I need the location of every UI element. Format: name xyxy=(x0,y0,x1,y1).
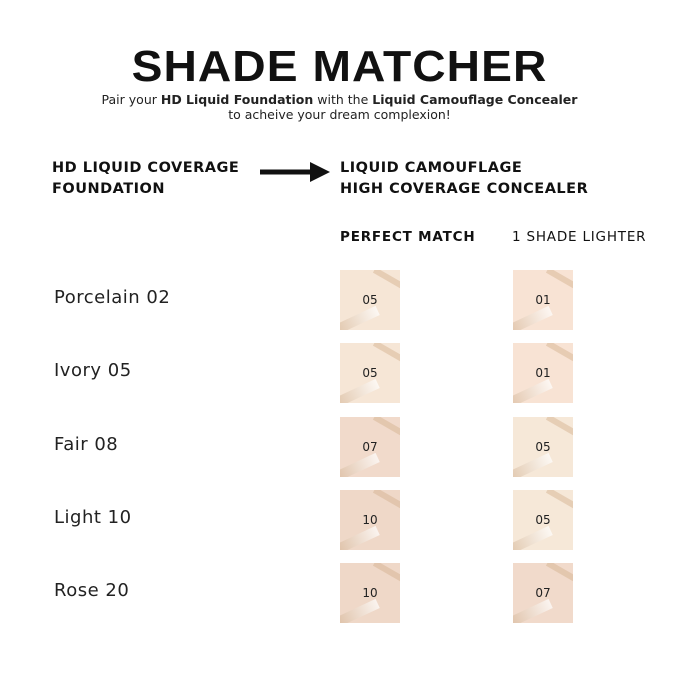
concealer-swatch-lighter: 05 xyxy=(513,416,573,477)
title: SHADE MATCHER xyxy=(131,42,548,91)
subtitle-text: with the xyxy=(313,92,373,107)
foundation-shade-label: Ivory 05 xyxy=(54,360,132,382)
swatch-shade-number: 07 xyxy=(535,586,551,601)
swatch-shade-number: 05 xyxy=(535,439,551,454)
header-line: LIQUID CAMOUFLAGE xyxy=(340,160,523,176)
concealer-swatch-match: 05 xyxy=(340,343,400,404)
concealer-swatch-match: 10 xyxy=(340,489,400,550)
swatch-shade-number: 10 xyxy=(362,512,378,527)
swatch-shade-number: 10 xyxy=(362,586,378,601)
header-line: HIGH COVERAGE CONCEALER xyxy=(340,181,589,197)
subtitle-line-1: Pair your HD Liquid Foundation with the … xyxy=(0,92,679,107)
swatch-shade-number: 05 xyxy=(535,512,551,527)
swatch-shade-number: 01 xyxy=(535,366,551,381)
foundation-shade-label: Fair 08 xyxy=(54,433,119,455)
concealer-swatch-match: 07 xyxy=(340,416,400,477)
foundation-shade-label: Light 10 xyxy=(54,506,132,528)
swatch-shade-number: 05 xyxy=(362,293,378,307)
column-header-perfect-match: PERFECT MATCH xyxy=(340,229,476,245)
concealer-swatch-match: 05 xyxy=(340,270,400,330)
concealer-header: LIQUID CAMOUFLAGE HIGH COVERAGE CONCEALER xyxy=(340,158,588,200)
header-line: HD LIQUID COVERAGE xyxy=(52,160,240,176)
concealer-swatch-lighter: 07 xyxy=(513,563,573,624)
swatch-shade-number: 07 xyxy=(362,439,378,454)
foundation-name: HD Liquid Foundation xyxy=(160,92,314,107)
subtitle-line-2: to acheive your dream complexion! xyxy=(228,107,451,122)
concealer-swatch-match: 10 xyxy=(340,563,400,624)
foundation-header: HD LIQUID COVERAGE FOUNDATION xyxy=(52,158,239,200)
concealer-swatch-lighter: 01 xyxy=(513,270,573,330)
column-header-one-shade-lighter: 1 SHADE LIGHTER xyxy=(512,229,647,245)
concealer-swatch-lighter: 01 xyxy=(513,343,573,404)
concealer-name: Liquid Camouflage Concealer xyxy=(372,92,578,107)
header-line: FOUNDATION xyxy=(52,181,166,197)
subtitle-text: Pair your xyxy=(101,92,161,107)
foundation-shade-label: Rose 20 xyxy=(54,580,130,602)
arrow-right-icon xyxy=(260,162,330,182)
swatch-shade-number: 01 xyxy=(535,293,551,307)
swatch-shade-number: 05 xyxy=(362,366,378,381)
concealer-swatch-lighter: 05 xyxy=(513,489,573,550)
foundation-shade-label: Porcelain 02 xyxy=(54,287,171,308)
